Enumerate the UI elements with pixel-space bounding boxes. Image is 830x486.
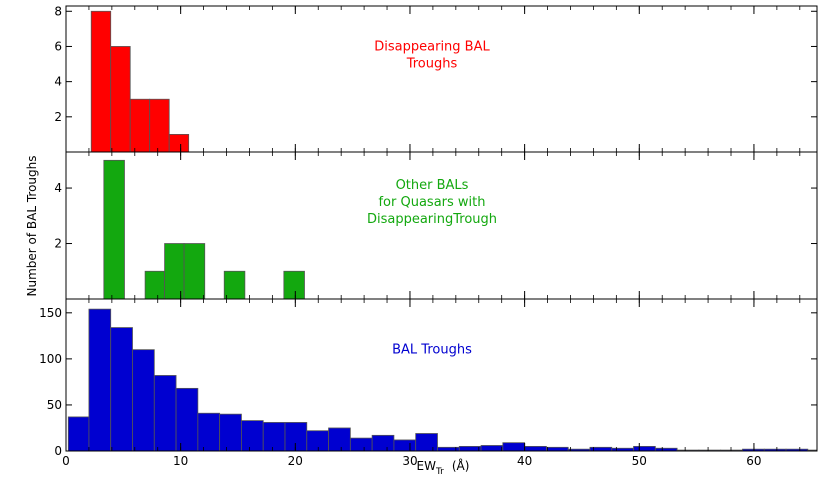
histogram-bar	[306, 430, 329, 452]
panel-annotation: Troughs	[406, 57, 458, 72]
y-tick-label: 0	[54, 444, 62, 458]
y-tick-label: 8	[54, 4, 62, 18]
histogram-bar	[458, 445, 482, 452]
histogram-bar	[90, 10, 112, 153]
x-tick-label: 40	[517, 454, 532, 468]
histogram-bar	[546, 446, 569, 452]
y-tick-label: 50	[47, 398, 62, 412]
histogram-bar	[110, 46, 131, 153]
histogram-bar	[633, 445, 656, 452]
y-tick-label: 4	[54, 75, 62, 89]
histogram-bar	[241, 420, 264, 452]
panel-frame	[65, 5, 818, 153]
histogram-bar	[144, 270, 166, 300]
histogram-bar	[284, 422, 308, 452]
x-axis-label: EWTr (Å)	[417, 458, 470, 477]
histogram-bar	[393, 439, 417, 452]
y-axis-label: Number of BAL Troughs	[25, 156, 39, 297]
histogram-bar	[103, 159, 125, 300]
histogram-panels: 2 4 6 8 Disappearing BAL Troughs 2 4 Other BALs f…	[39, 4, 818, 468]
panel-annotation: for Quasars with	[378, 195, 485, 210]
x-tick-label: 60	[746, 454, 761, 468]
y-tick-label: 4	[54, 181, 62, 195]
histogram-bar	[129, 98, 151, 153]
histogram-bar	[415, 433, 438, 452]
x-tick-label: 20	[288, 454, 303, 468]
histogram-bar	[502, 442, 526, 452]
histogram-bar	[175, 387, 199, 452]
y-tick-label: 2	[54, 110, 62, 124]
histogram-bar	[149, 98, 170, 153]
x-tick-label: 0	[62, 454, 70, 468]
x-tick-label: 30	[402, 454, 417, 468]
histogram-bar	[168, 134, 190, 153]
panel-2: 2 4 Other BALs for Quasars with Disappearing…	[54, 151, 818, 300]
histogram-bar	[88, 308, 112, 452]
panel-frame	[65, 298, 818, 452]
histogram-bar	[223, 270, 246, 300]
histogram-bar	[349, 437, 373, 452]
panel-annotation: DisappearingTrough	[367, 212, 497, 227]
panel-annotation: BAL Troughs	[392, 343, 472, 358]
x-tick-label: 10	[173, 454, 188, 468]
histogram-bar	[67, 416, 90, 452]
histogram-bar	[262, 422, 286, 452]
x-axis: 0 10 20 30 40 50 60	[62, 454, 761, 468]
histogram-bar	[371, 434, 395, 452]
y-tick-label: 150	[39, 306, 62, 320]
histogram-bar	[183, 243, 206, 300]
y-tick-label: 100	[39, 352, 62, 366]
histogram-bar	[328, 427, 351, 452]
histogram-bar	[197, 412, 221, 452]
histogram-bar	[480, 445, 504, 452]
histogram-bar	[153, 375, 177, 452]
histogram-bar	[164, 243, 185, 300]
panel-3: 0 50 100 150 BAL Troughs	[39, 298, 818, 458]
histogram-bar	[110, 327, 133, 452]
y-tick-label: 2	[54, 237, 62, 251]
panel-annotation: Other BALs	[396, 178, 469, 193]
x-tick-label: 50	[632, 454, 647, 468]
panel-1: 2 4 6 8 Disappearing BAL Troughs	[54, 4, 818, 153]
x-axis-label-unit: (Å)	[452, 458, 470, 473]
histogram-bar	[219, 413, 242, 452]
histogram-bar	[283, 270, 305, 300]
x-axis-label-subscript: Tr	[435, 467, 444, 477]
x-axis-label-main: EW	[417, 459, 437, 473]
histogram-bar	[132, 349, 155, 452]
y-tick-label: 6	[54, 39, 62, 53]
histogram-bar	[524, 445, 547, 452]
panel-annotation: Disappearing BAL	[374, 40, 490, 55]
